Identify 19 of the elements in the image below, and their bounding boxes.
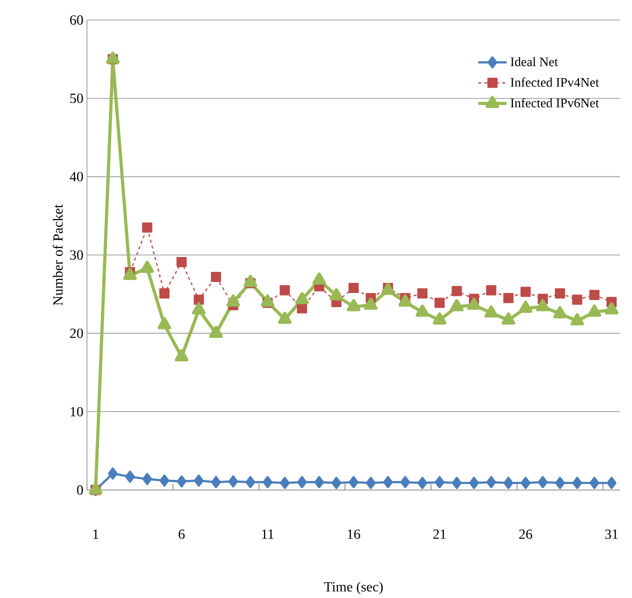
x-tick-label: 16 <box>348 530 360 540</box>
x-tick-label: 11 <box>262 530 274 539</box>
y-tick-label: 10 <box>70 407 83 417</box>
legend-label: Ideal Net <box>510 57 558 66</box>
y-axis-title: Number of Packet <box>52 204 63 306</box>
x-tick-label: 21 <box>433 530 446 539</box>
y-tick-label: 0 <box>77 485 83 495</box>
y-tick-label: 40 <box>70 172 83 182</box>
legend-label: Infected IPv4Net <box>510 78 599 87</box>
x-tick-label: 1 <box>93 530 98 539</box>
x-axis-title: Time (sec) <box>324 582 383 595</box>
y-tick-label: 60 <box>70 15 83 25</box>
y-tick-label: 50 <box>70 94 83 104</box>
x-tick-label: 6 <box>178 530 185 540</box>
legend-label: Infected IPv6Net <box>510 98 599 108</box>
y-tick-label: 30 <box>70 250 83 260</box>
x-tick-label: 26 <box>519 530 532 540</box>
x-tick-label: 31 <box>605 530 618 540</box>
y-tick-label: 20 <box>70 328 83 338</box>
